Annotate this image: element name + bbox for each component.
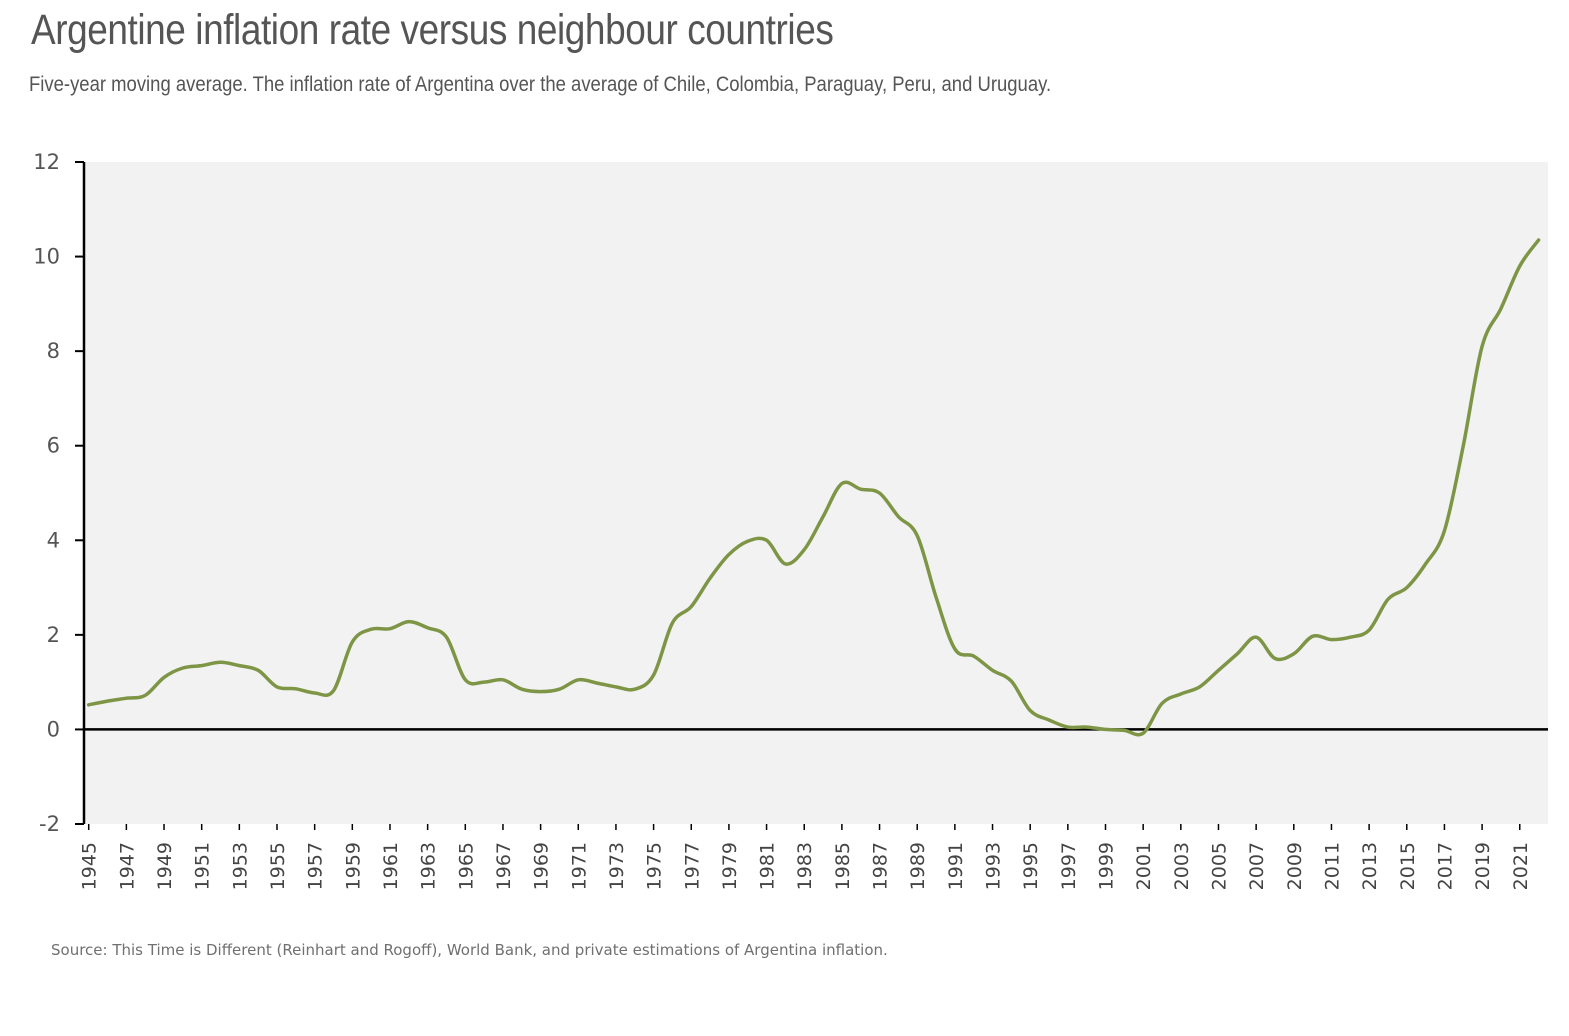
x-tick-label: 2015 (1397, 842, 1419, 890)
y-tick-label: 10 (33, 245, 60, 269)
x-tick-label: 2021 (1510, 842, 1532, 890)
x-tick-label: 1953 (229, 842, 251, 890)
x-tick-label: 1961 (380, 842, 402, 890)
x-tick-label: 1955 (267, 842, 289, 890)
x-tick-label: 1977 (681, 842, 703, 890)
x-tick-label: 2005 (1208, 842, 1230, 890)
x-tick-label: 1949 (154, 842, 176, 890)
y-tick-label: 2 (47, 623, 60, 647)
x-tick-label: 1965 (455, 842, 477, 890)
source-note: Source: This Time is Different (Reinhart… (51, 941, 888, 959)
x-tick-label: 2017 (1434, 842, 1456, 890)
x-tick-label: 1995 (1020, 842, 1042, 890)
x-tick-label: 1993 (983, 842, 1005, 890)
y-tick-label: 4 (47, 528, 60, 552)
x-tick-label: 1999 (1096, 842, 1118, 890)
x-tick-label: 1983 (794, 842, 816, 890)
x-tick-label: 1975 (644, 842, 666, 890)
y-tick-label: 12 (33, 150, 60, 174)
x-tick-label: 1963 (418, 842, 440, 890)
x-tick-label: 1947 (116, 842, 138, 890)
series-line-argentina-ratio (86, 238, 1541, 737)
x-tick-label: 1973 (606, 842, 628, 890)
x-tick-label: 1951 (192, 842, 214, 890)
x-tick-label: 2003 (1171, 842, 1193, 890)
x-tick-label: 1985 (832, 842, 854, 890)
x-tick-label: 1979 (719, 842, 741, 890)
plot-background (84, 162, 1548, 824)
chart-title: Argentine inflation rate versus neighbou… (31, 6, 834, 54)
x-tick-label: 2001 (1133, 842, 1155, 890)
y-tick-label: -2 (39, 812, 60, 836)
x-axis-ticks: 1945 1947 1949 1951 1953 1955 1957 1959 1961 1963… (79, 824, 1532, 890)
y-axis-ticks: -2 0 2 4 6 8 10 12 (33, 150, 84, 836)
x-tick-label: 1987 (870, 842, 892, 890)
chart-subtitle: Five-year moving average. The inflation … (29, 73, 1052, 96)
x-tick-label: 2013 (1359, 842, 1381, 890)
y-tick-label: 0 (47, 717, 60, 741)
x-tick-label: 2009 (1284, 842, 1306, 890)
y-tick-label: 8 (47, 339, 60, 363)
x-tick-label: 2019 (1472, 842, 1494, 890)
x-tick-label: 1959 (342, 842, 364, 890)
x-tick-label: 2011 (1321, 842, 1343, 890)
x-tick-label: 1969 (531, 842, 553, 890)
x-tick-label: 1981 (757, 842, 779, 890)
x-tick-label: 1971 (568, 842, 590, 890)
y-tick-label: 6 (47, 434, 60, 458)
x-tick-label: 1967 (493, 842, 515, 890)
x-tick-label: 1957 (305, 842, 327, 890)
x-tick-label: 2007 (1246, 842, 1268, 890)
x-tick-label: 1991 (945, 842, 967, 890)
x-tick-label: 1989 (907, 842, 929, 890)
x-tick-label: 1945 (79, 842, 101, 890)
x-tick-label: 1997 (1058, 842, 1080, 890)
